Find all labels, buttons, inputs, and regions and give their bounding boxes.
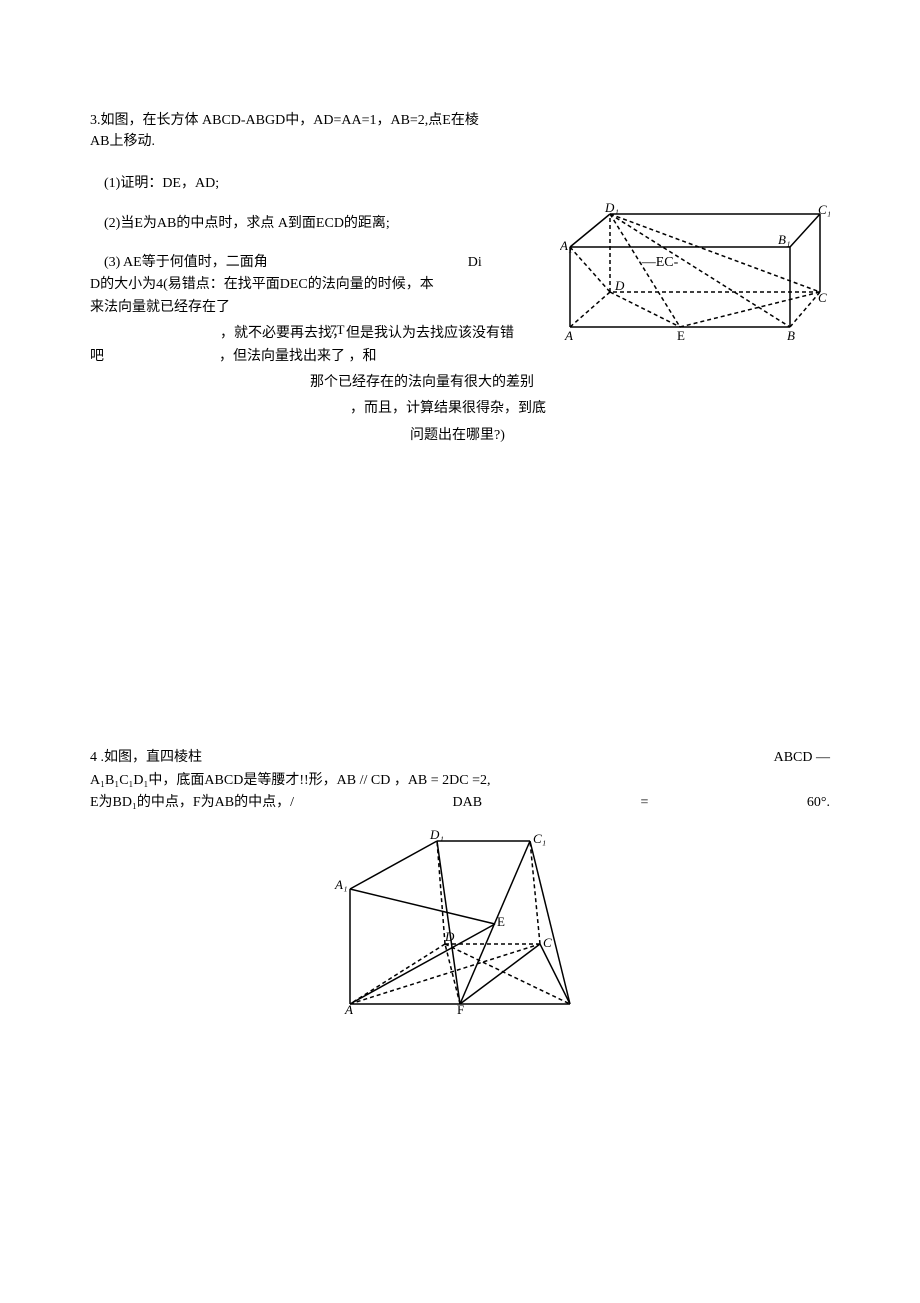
fig2-C1: C₁ [533, 831, 546, 846]
q3-p3-row5: 吧 ，但法向量找出来了 ，和 [90, 346, 830, 368]
fig1-A1: A₁ [560, 238, 572, 253]
fig1-A: A [564, 328, 573, 342]
q4-l3c: = [641, 792, 649, 814]
q3-p3-l4a: ，就不必要再去找，但是我认为去找应该没有错 [220, 323, 514, 345]
fig2-E: E [497, 914, 505, 929]
fig1-B1: B₁ [778, 232, 790, 247]
q4-l2: A₁B₁C₁D₁中，底面ABCD是等腰才!!形，AB // CD ，AB = 2… [90, 770, 830, 792]
q3-p3-l5a: 吧 [90, 346, 104, 368]
q4-l1: 4 .如图，直四棱柱 ABCD — [90, 747, 830, 769]
q4-l3a: E为BD₁的中点，F为AB的中点，/ [90, 792, 294, 814]
fig2-F: F [457, 1002, 464, 1014]
q3-p3-a: (3) AE等于何值时，二面角 [104, 252, 268, 274]
q4-figure-prism: D₁ C₁ A₁ D C E A F [330, 829, 590, 1014]
fig1-D1: D₁ [604, 202, 619, 215]
q3-header: 3.如图，在长方体 ABCD-ABGD中，AD=AA=1，AB=2,点E在棱 A… [90, 110, 830, 152]
fig1-C1: C₁ [818, 202, 830, 217]
q3-p3-l6: 那个已经存在的法向量有很大的差别 [310, 372, 830, 394]
fig1-D: D [614, 278, 625, 293]
fig2-D1: D₁ [429, 829, 444, 842]
fig1-E: E [677, 328, 685, 342]
q4-text: 4 .如图，直四棱柱 ABCD — A₁B₁C₁D₁中，底面ABCD是等腰才!!… [90, 747, 830, 814]
fig2-A1: A₁ [334, 877, 347, 892]
q3-content: (1)证明：DE，AD; (2)当E为AB的中点时，求点 A到面ECD的距离; … [90, 172, 830, 447]
q3-figure-cuboid: D₁ C₁ A₁ B₁ D C A E B [560, 202, 830, 342]
fig2-C: C [543, 935, 552, 950]
fig2-A: A [344, 1002, 353, 1014]
q3-p3-di: Di [468, 252, 482, 274]
q3-p3-l8: 问题出在哪里?) [410, 425, 830, 447]
q4-l1b: ABCD — [774, 747, 830, 769]
fig1-C: C [818, 290, 827, 305]
q3-header-line2: AB上移动. [90, 131, 830, 152]
q3-header-line1: 3.如图，在长方体 ABCD-ABGD中，AD=AA=1，AB=2,点E在棱 [90, 110, 830, 131]
q4-l3: E为BD₁的中点，F为AB的中点，/ DAB = 60°. [90, 792, 830, 814]
problem-3: 3.如图，在长方体 ABCD-ABGD中，AD=AA=1，AB=2,点E在棱 A… [90, 110, 830, 447]
fig2-D: D [444, 929, 455, 944]
q3-part1: (1)证明：DE，AD; [104, 172, 510, 192]
q3-parts: (1)证明：DE，AD; (2)当E为AB的中点时，求点 A到面ECD的距离; [90, 172, 510, 232]
q3-p3-l5b: ，但法向量找出来了 ，和 [219, 346, 377, 368]
q3-p3-l7: ，而且，计算结果很得杂，到底 [350, 398, 830, 420]
q3-tt-label: 7T [330, 322, 344, 338]
q4-l1a: 4 .如图，直四棱柱 [90, 747, 202, 769]
fig1-B: B [787, 328, 795, 342]
q4-l3d: 60°. [807, 792, 830, 814]
q4-l3b: DAB [452, 792, 482, 814]
q3-part2: (2)当E为AB的中点时，求点 A到面ECD的距离; [104, 212, 510, 232]
problem-4: 4 .如图，直四棱柱 ABCD — A₁B₁C₁D₁中，底面ABCD是等腰才!!… [90, 747, 830, 1014]
